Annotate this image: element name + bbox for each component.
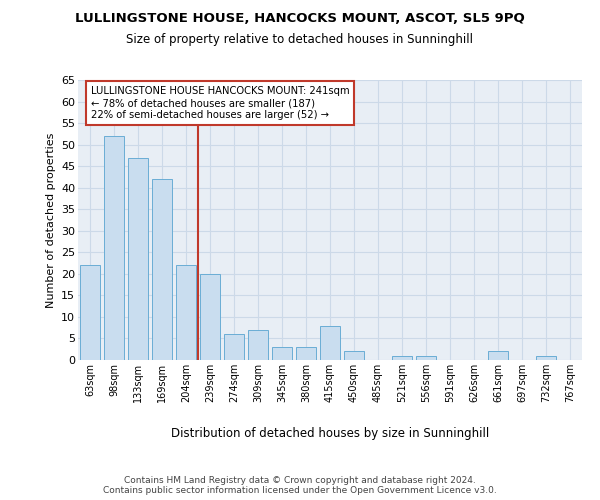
Bar xyxy=(272,347,292,360)
Bar xyxy=(224,334,244,360)
Bar xyxy=(104,136,124,360)
Y-axis label: Number of detached properties: Number of detached properties xyxy=(46,132,56,308)
Bar xyxy=(128,158,148,360)
Bar xyxy=(248,330,268,360)
Bar xyxy=(536,356,556,360)
Bar xyxy=(80,265,100,360)
Text: LULLINGSTONE HOUSE, HANCOCKS MOUNT, ASCOT, SL5 9PQ: LULLINGSTONE HOUSE, HANCOCKS MOUNT, ASCO… xyxy=(75,12,525,26)
Text: Distribution of detached houses by size in Sunninghill: Distribution of detached houses by size … xyxy=(171,428,489,440)
Text: Size of property relative to detached houses in Sunninghill: Size of property relative to detached ho… xyxy=(127,32,473,46)
Bar xyxy=(392,356,412,360)
Bar xyxy=(296,347,316,360)
Bar xyxy=(176,265,196,360)
Bar xyxy=(200,274,220,360)
Bar xyxy=(320,326,340,360)
Bar xyxy=(152,179,172,360)
Bar xyxy=(416,356,436,360)
Bar xyxy=(488,352,508,360)
Text: Contains HM Land Registry data © Crown copyright and database right 2024.
Contai: Contains HM Land Registry data © Crown c… xyxy=(103,476,497,495)
Bar xyxy=(344,352,364,360)
Text: LULLINGSTONE HOUSE HANCOCKS MOUNT: 241sqm
← 78% of detached houses are smaller (: LULLINGSTONE HOUSE HANCOCKS MOUNT: 241sq… xyxy=(91,86,349,120)
